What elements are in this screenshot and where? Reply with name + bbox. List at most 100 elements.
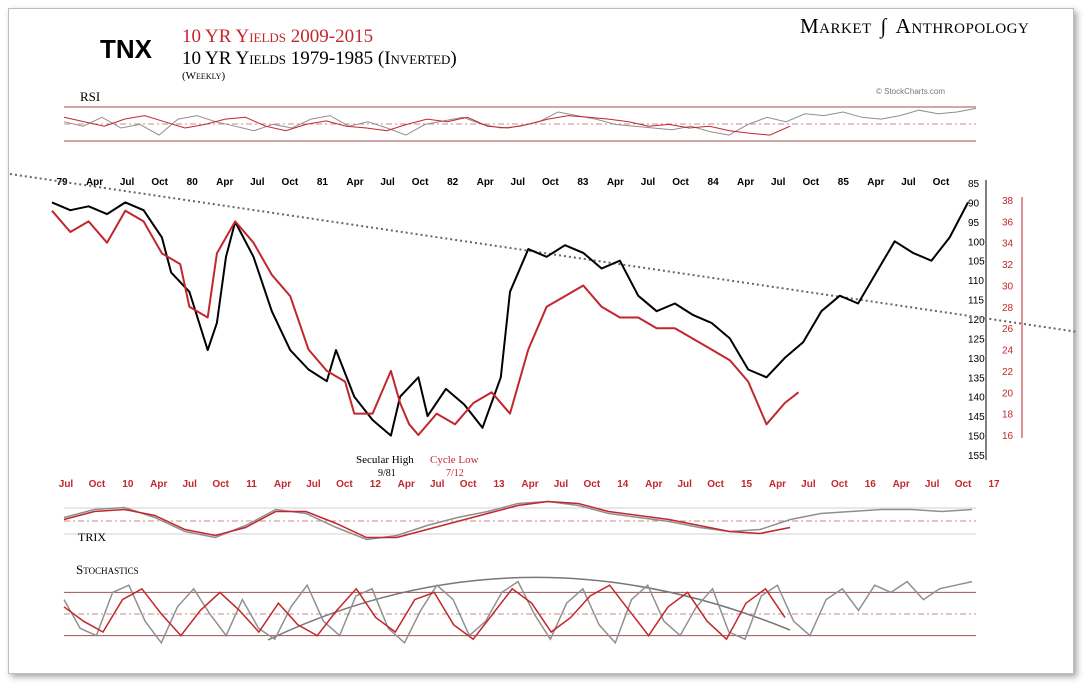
stochastics-line bbox=[63, 580, 973, 645]
x-bottom-tick-label: Apr bbox=[274, 479, 291, 490]
frequency-label: (Weekly) bbox=[182, 70, 226, 82]
right-axis-tick: 30 bbox=[1002, 281, 1014, 292]
x-top-tick-label: Jul bbox=[380, 177, 395, 188]
x-top-tick-label: Apr bbox=[867, 177, 884, 188]
right-axis-tick: 32 bbox=[1002, 260, 1014, 271]
x-bottom-tick-label: Apr bbox=[521, 479, 538, 490]
x-top-tick-label: Oct bbox=[282, 177, 299, 188]
x-bottom-tick-label: Oct bbox=[460, 479, 477, 490]
x-bottom-tick-label: 12 bbox=[370, 479, 382, 490]
rsi-title: RSI bbox=[80, 89, 100, 104]
stochastics-title: Stochastics bbox=[76, 562, 139, 577]
stochastics-arc bbox=[267, 576, 791, 641]
right-axis-tick: 18 bbox=[1002, 410, 1014, 421]
x-bottom-tick-label: 10 bbox=[122, 479, 134, 490]
trix-title: TRIX bbox=[78, 530, 106, 544]
x-bottom-tick-label: 14 bbox=[617, 479, 629, 490]
x-top-tick-label: Jul bbox=[901, 177, 916, 188]
right-axis-tick: 34 bbox=[1002, 239, 1014, 250]
left-axis-tick: 115 bbox=[968, 296, 984, 307]
x-bottom-tick-label: Apr bbox=[150, 479, 167, 490]
x-top-tick-label: Oct bbox=[672, 177, 689, 188]
left-axis-tick: 85 bbox=[968, 179, 980, 190]
right-axis-tick: 22 bbox=[1002, 367, 1014, 378]
x-bottom-tick-label: Apr bbox=[645, 479, 662, 490]
annotation-cycle-low-date: 7/12 bbox=[446, 468, 464, 479]
title-black: 10 YR Yields 1979-1985 (Inverted) bbox=[182, 48, 457, 69]
chart-frame bbox=[8, 8, 1074, 674]
x-bottom-tick-label: 17 bbox=[988, 479, 1000, 490]
x-top-tick-label: Apr bbox=[86, 177, 103, 188]
x-top-tick-label: 82 bbox=[447, 177, 459, 188]
x-bottom-tick-label: 11 bbox=[246, 479, 257, 490]
annotation-secular-high: Secular High bbox=[356, 454, 414, 466]
series-line-1979-1985 bbox=[51, 201, 969, 437]
right-axis-tick: 26 bbox=[1002, 324, 1014, 335]
left-axis-tick: 130 bbox=[968, 354, 985, 365]
right-axis-tick: 20 bbox=[1002, 388, 1014, 399]
left-axis-tick: 145 bbox=[968, 412, 985, 423]
x-top-tick-label: Apr bbox=[346, 177, 363, 188]
x-bottom-tick-label: Jul bbox=[183, 479, 198, 490]
right-axis-tick: 36 bbox=[1002, 217, 1014, 228]
x-top-tick-label: Jul bbox=[250, 177, 265, 188]
x-bottom-tick-label: Oct bbox=[89, 479, 106, 490]
left-axis-tick: 135 bbox=[968, 373, 985, 384]
left-axis-tick: 150 bbox=[968, 432, 985, 443]
annotation-secular-high-date: 9/81 bbox=[378, 468, 396, 479]
left-axis-tick: 120 bbox=[968, 315, 985, 326]
x-top-tick-label: 84 bbox=[708, 177, 720, 188]
x-bottom-tick-label: Oct bbox=[707, 479, 724, 490]
x-bottom-tick-label: Oct bbox=[212, 479, 229, 490]
x-top-tick-label: Jul bbox=[511, 177, 526, 188]
x-bottom-tick-label: Jul bbox=[59, 479, 74, 490]
left-axis-tick: 155 bbox=[968, 451, 985, 462]
trix-line bbox=[63, 500, 791, 539]
right-axis-tick: 16 bbox=[1002, 431, 1014, 442]
right-axis-tick: 38 bbox=[1002, 196, 1014, 207]
brand-left: Market bbox=[800, 14, 872, 38]
left-axis-tick: 110 bbox=[968, 276, 984, 287]
left-axis-tick: 105 bbox=[968, 257, 985, 268]
x-bottom-tick-label: Jul bbox=[801, 479, 816, 490]
x-top-tick-label: Jul bbox=[641, 177, 656, 188]
x-top-tick-label: Oct bbox=[933, 177, 950, 188]
stochastics-line bbox=[63, 584, 786, 641]
x-bottom-tick-label: Oct bbox=[336, 479, 353, 490]
dna-icon: ∫ bbox=[880, 14, 887, 38]
x-top-tick-label: Apr bbox=[216, 177, 233, 188]
trendline bbox=[9, 173, 1079, 333]
x-top-tick-label: 83 bbox=[577, 177, 589, 188]
left-axis-tick: 90 bbox=[968, 198, 980, 209]
right-axis-tick: 28 bbox=[1002, 303, 1014, 314]
x-top-tick-label: 80 bbox=[187, 177, 199, 188]
title-red: 10 YR Yields 2009-2015 bbox=[182, 26, 374, 47]
series-line-2009-2015 bbox=[51, 209, 800, 436]
x-bottom-tick-label: Apr bbox=[769, 479, 786, 490]
x-bottom-tick-label: Oct bbox=[584, 479, 601, 490]
x-top-tick-label: Oct bbox=[802, 177, 819, 188]
left-axis-tick: 125 bbox=[968, 334, 985, 345]
x-top-tick-label: Apr bbox=[477, 177, 494, 188]
x-bottom-tick-label: 16 bbox=[865, 479, 877, 490]
x-bottom-tick-label: Jul bbox=[554, 479, 569, 490]
x-top-tick-label: Oct bbox=[542, 177, 559, 188]
left-axis-tick: 100 bbox=[968, 237, 985, 248]
x-top-tick-label: Apr bbox=[607, 177, 624, 188]
trix-line bbox=[63, 500, 973, 541]
right-axis-tick: 24 bbox=[1002, 346, 1014, 357]
x-top-tick-label: Jul bbox=[120, 177, 135, 188]
x-bottom-tick-label: Jul bbox=[677, 479, 692, 490]
rsi-line bbox=[63, 115, 791, 136]
x-top-tick-label: 85 bbox=[838, 177, 850, 188]
rsi-line bbox=[63, 107, 977, 136]
x-bottom-tick-label: Oct bbox=[831, 479, 848, 490]
brand-right: Anthropology bbox=[895, 14, 1030, 38]
x-bottom-tick-label: Apr bbox=[398, 479, 415, 490]
x-top-tick-label: 79 bbox=[56, 177, 68, 188]
brand-logo: Market ∫ Anthropology bbox=[800, 14, 1029, 39]
x-top-tick-label: Oct bbox=[412, 177, 429, 188]
x-bottom-tick-label: Jul bbox=[306, 479, 321, 490]
left-axis-tick: 95 bbox=[968, 218, 980, 229]
